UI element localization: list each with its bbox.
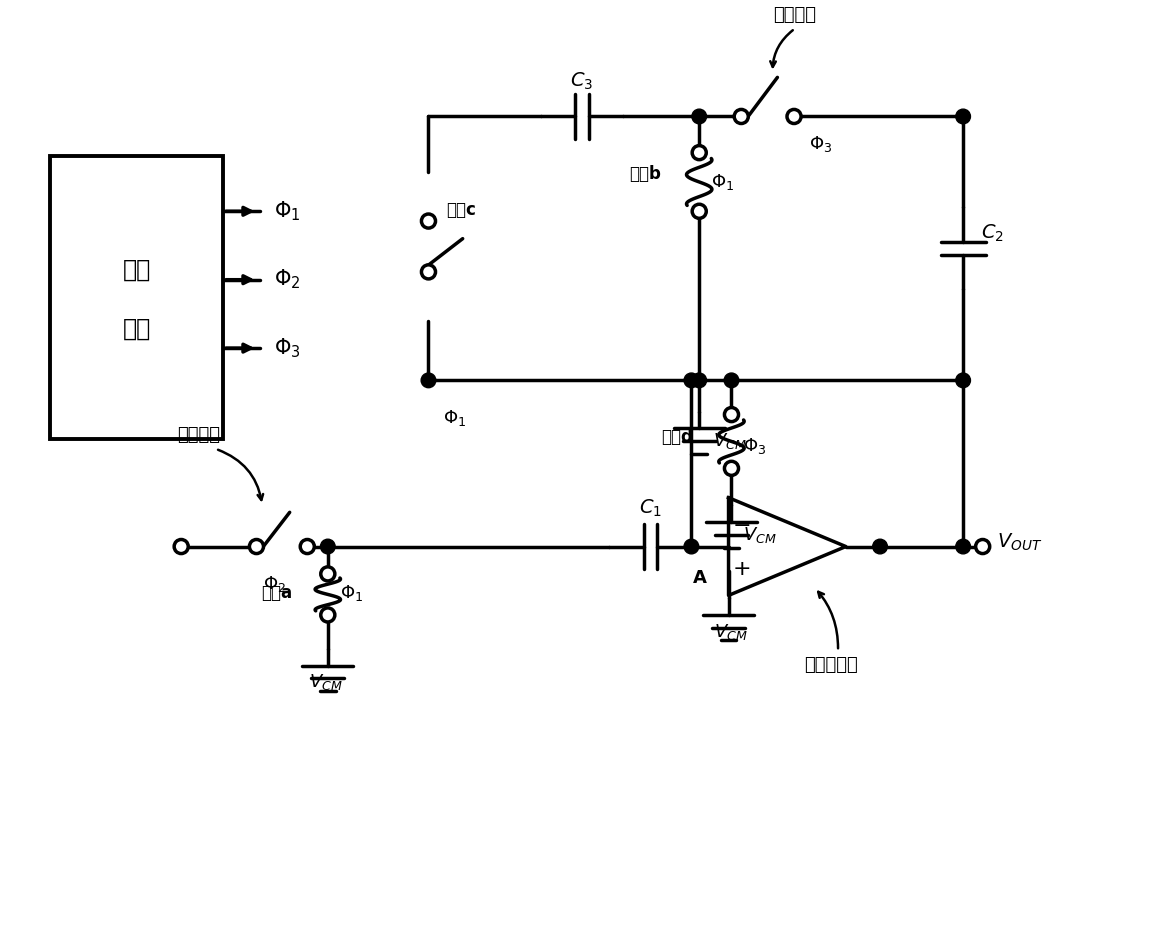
- Text: $\Phi_3$: $\Phi_3$: [274, 337, 301, 360]
- Text: A: A: [694, 569, 708, 587]
- Text: $\Phi_1$: $\Phi_1$: [339, 583, 362, 603]
- Circle shape: [787, 109, 801, 123]
- Text: $V_{CM}$: $V_{CM}$: [713, 431, 747, 451]
- Text: $\Phi_1$: $\Phi_1$: [274, 199, 301, 223]
- Text: $C_1$: $C_1$: [639, 498, 662, 519]
- Circle shape: [691, 373, 706, 387]
- Circle shape: [734, 109, 748, 123]
- Circle shape: [422, 214, 435, 228]
- Text: $C_2$: $C_2$: [981, 223, 1004, 245]
- Text: $+$: $+$: [732, 559, 750, 579]
- Text: $C_3$: $C_3$: [571, 70, 594, 92]
- Circle shape: [725, 408, 739, 422]
- Text: $V_{CM}$: $V_{CM}$: [743, 525, 777, 545]
- Text: 输入开关: 输入开关: [177, 425, 220, 444]
- Circle shape: [321, 540, 335, 553]
- Circle shape: [249, 540, 264, 553]
- Text: 开关d: 开关d: [661, 427, 692, 446]
- Circle shape: [684, 373, 698, 387]
- Text: $V_{CM}$: $V_{CM}$: [309, 672, 343, 692]
- Text: $\Phi_2$: $\Phi_2$: [274, 268, 301, 291]
- Circle shape: [692, 204, 706, 219]
- Text: 输出开关: 输出开关: [774, 6, 816, 23]
- Circle shape: [724, 373, 739, 387]
- Circle shape: [955, 109, 970, 124]
- Text: 开关c: 开关c: [446, 201, 476, 219]
- Circle shape: [321, 608, 335, 622]
- Circle shape: [873, 540, 887, 553]
- Text: 内部放大器: 内部放大器: [805, 656, 858, 674]
- Text: 电路: 电路: [123, 316, 151, 340]
- Circle shape: [422, 265, 435, 279]
- Circle shape: [422, 373, 435, 387]
- Circle shape: [955, 540, 970, 553]
- Text: $\Phi_1$: $\Phi_1$: [711, 172, 734, 192]
- Text: $V_{OUT}$: $V_{OUT}$: [997, 532, 1042, 553]
- Text: $\Phi_3$: $\Phi_3$: [808, 133, 831, 154]
- Text: $\Phi_1$: $\Phi_1$: [444, 408, 467, 427]
- Circle shape: [976, 540, 990, 553]
- Circle shape: [725, 462, 739, 476]
- Text: 开关a: 开关a: [262, 584, 293, 603]
- Text: $\Phi_3$: $\Phi_3$: [743, 437, 767, 456]
- Circle shape: [174, 540, 189, 553]
- Text: $V_{CM}$: $V_{CM}$: [713, 622, 747, 641]
- Text: 控制: 控制: [123, 258, 151, 282]
- Text: $\Phi_2$: $\Phi_2$: [263, 574, 286, 594]
- Circle shape: [955, 373, 970, 387]
- Circle shape: [321, 567, 335, 581]
- Text: $-$: $-$: [732, 514, 750, 534]
- Circle shape: [691, 109, 706, 124]
- Circle shape: [692, 146, 706, 159]
- Bar: [50, 156, 223, 439]
- Text: 开关b: 开关b: [629, 165, 661, 184]
- Circle shape: [300, 540, 314, 553]
- Circle shape: [684, 540, 698, 553]
